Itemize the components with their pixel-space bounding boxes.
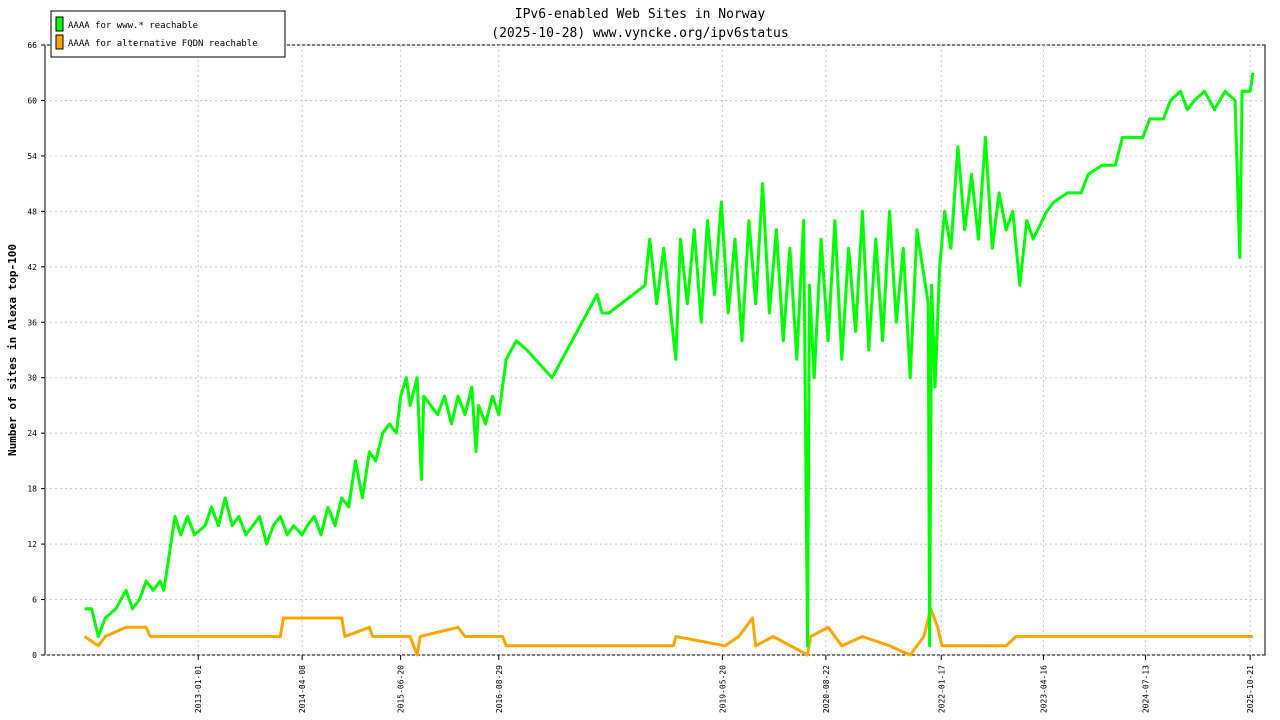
- x-tick-label: 2022-01-17: [937, 665, 946, 713]
- x-tick-label: 2016-08-29: [495, 665, 504, 713]
- legend-swatch: [55, 34, 64, 50]
- x-tick-label: 2014-04-08: [298, 665, 307, 713]
- x-tick-label: 2023-04-16: [1039, 665, 1048, 713]
- y-tick-label: 18: [27, 485, 37, 494]
- y-tick-label: 60: [27, 96, 37, 105]
- x-tick-label: 2019-05-20: [718, 665, 727, 713]
- plot-frame: [44, 44, 1266, 656]
- y-tick-label: 24: [27, 429, 37, 438]
- x-tick-label: 2015-06-20: [397, 665, 406, 713]
- y-tick-label: 42: [27, 263, 37, 272]
- series-line: [84, 72, 1255, 648]
- y-tick-label: 6: [32, 596, 37, 605]
- y-tick-label: 30: [27, 374, 37, 383]
- legend-swatch: [55, 16, 64, 32]
- chart-subtitle: (2025-10-28) www.vyncke.org/ipv6status: [491, 26, 788, 41]
- series-line: [83, 607, 1253, 657]
- y-tick-label: 66: [27, 41, 37, 50]
- y-tick-label: 54: [27, 152, 37, 161]
- y-tick-label: 12: [27, 540, 37, 549]
- chart-title: IPv6-enabled Web Sites in Norway: [515, 7, 766, 22]
- x-tick-label: 2024-07-13: [1142, 665, 1151, 713]
- y-tick-label: 36: [27, 318, 37, 327]
- y-tick-label: 0: [32, 651, 37, 660]
- x-tick-label: 2025-10-21: [1246, 665, 1255, 713]
- y-tick-label: 48: [27, 207, 37, 216]
- legend-label: AAAA for www.* reachable: [68, 21, 198, 31]
- x-tick-label: 2013-01-01: [194, 665, 203, 713]
- legend-box: [50, 10, 286, 58]
- y-axis-label: Number of sites in Alexa top-100: [6, 244, 19, 456]
- legend-label: AAAA for alternative FQDN reachable: [68, 39, 258, 49]
- x-tick-label: 2020-08-22: [822, 665, 831, 713]
